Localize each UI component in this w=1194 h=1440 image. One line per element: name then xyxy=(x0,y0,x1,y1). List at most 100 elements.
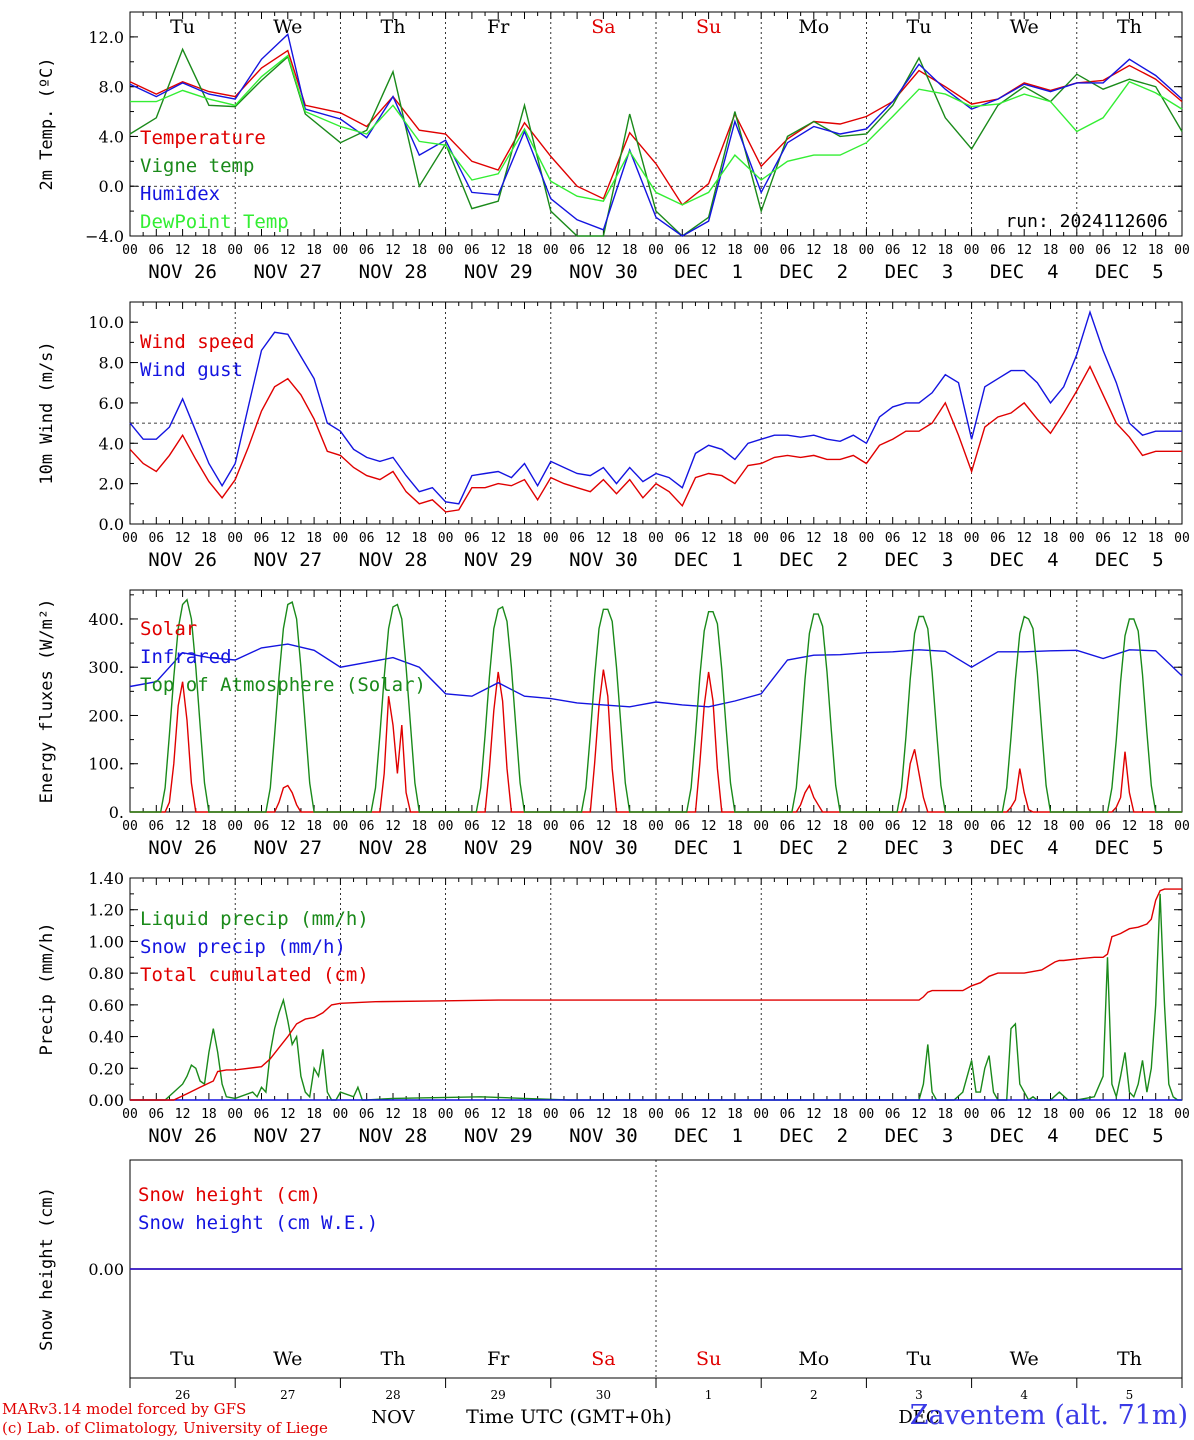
date-label: DEC 3 xyxy=(885,261,954,283)
y-tick-label: 1.20 xyxy=(88,901,124,920)
date-label: DEC 1 xyxy=(674,261,743,283)
hour-label: 12 xyxy=(1122,1107,1138,1122)
hour-label: 18 xyxy=(1148,819,1164,834)
date-label: DEC 2 xyxy=(779,261,848,283)
hour-label: 06 xyxy=(780,243,796,258)
hour-label: 00 xyxy=(859,1107,875,1122)
hour-label: 06 xyxy=(464,531,480,546)
hour-label: 18 xyxy=(1148,1107,1164,1122)
weekday-label: Sa xyxy=(591,1348,615,1370)
day-number: 4 xyxy=(1020,1388,1028,1402)
hour-label: 00 xyxy=(227,531,243,546)
hour-label: 00 xyxy=(964,819,980,834)
y-tick-label: 1.00 xyxy=(88,932,124,951)
hour-label: 12 xyxy=(701,1107,717,1122)
weekday-label: Tu xyxy=(170,1348,195,1370)
weekday-label: Tu xyxy=(907,1348,932,1370)
hour-label: 12 xyxy=(806,531,822,546)
hour-label: 12 xyxy=(911,531,927,546)
hour-label: 12 xyxy=(596,819,612,834)
hour-label: 00 xyxy=(333,819,349,834)
hour-label: 00 xyxy=(122,531,138,546)
hour-label: 18 xyxy=(832,243,848,258)
series-line xyxy=(130,598,1182,813)
date-label: NOV 28 xyxy=(359,261,428,283)
weekday-label: Th xyxy=(381,1348,406,1370)
hour-label: 06 xyxy=(674,1107,690,1122)
hour-label: 06 xyxy=(254,1107,270,1122)
hour-label: 18 xyxy=(727,243,743,258)
hour-label: 18 xyxy=(622,531,638,546)
hour-label: 00 xyxy=(964,531,980,546)
hour-label: 12 xyxy=(490,1107,506,1122)
hour-label: 00 xyxy=(1174,531,1190,546)
series-line xyxy=(129,643,1183,708)
hour-label: 00 xyxy=(122,1107,138,1122)
weekday-label: Th xyxy=(381,16,406,38)
hour-label: 00 xyxy=(543,531,559,546)
date-label: DEC 5 xyxy=(1095,549,1164,571)
hour-label: 12 xyxy=(701,243,717,258)
y-tick-label: 12.0 xyxy=(88,28,124,47)
day-number: 2 xyxy=(810,1388,818,1402)
hour-label: 00 xyxy=(1174,243,1190,258)
hour-label: 12 xyxy=(1122,531,1138,546)
hour-label: 06 xyxy=(464,819,480,834)
date-label: DEC 4 xyxy=(990,1125,1059,1147)
hour-label: 12 xyxy=(280,531,296,546)
hour-label: 00 xyxy=(648,1107,664,1122)
hour-label: 18 xyxy=(517,531,533,546)
credit-lab: (c) Lab. of Climatology, University of L… xyxy=(2,1419,328,1437)
y-tick-label: 0.00 xyxy=(88,1260,124,1279)
hour-label: 06 xyxy=(254,531,270,546)
hour-label: 12 xyxy=(1122,243,1138,258)
date-label: NOV 28 xyxy=(359,549,428,571)
weekday-label: Tu xyxy=(907,16,932,38)
y-tick-label: 1.40 xyxy=(88,869,124,888)
hour-label: 18 xyxy=(201,531,217,546)
hour-label: 00 xyxy=(1069,531,1085,546)
y-tick-label: 0.40 xyxy=(88,1028,124,1047)
hour-label: 18 xyxy=(832,1107,848,1122)
date-label: NOV 27 xyxy=(253,1125,322,1147)
hour-label: 12 xyxy=(596,531,612,546)
legend-entry: Humidex xyxy=(140,183,220,205)
hour-label: 00 xyxy=(753,243,769,258)
hour-label: 06 xyxy=(569,531,585,546)
hour-label: 00 xyxy=(543,819,559,834)
hour-label: 06 xyxy=(780,1107,796,1122)
hour-label: 12 xyxy=(596,1107,612,1122)
hour-label: 00 xyxy=(648,243,664,258)
hour-label: 18 xyxy=(306,819,322,834)
hour-label: 00 xyxy=(1174,1107,1190,1122)
hour-label: 06 xyxy=(990,1107,1006,1122)
hour-label: 18 xyxy=(411,243,427,258)
y-axis-label: Energy fluxes (W/m²) xyxy=(37,599,57,804)
date-label: NOV 26 xyxy=(148,837,217,859)
weekday-label: Su xyxy=(696,1348,721,1370)
hour-label: 12 xyxy=(1016,531,1032,546)
date-label: NOV 29 xyxy=(464,549,533,571)
hour-label: 12 xyxy=(490,243,506,258)
hour-label: 06 xyxy=(359,1107,375,1122)
y-tick-label: 300. xyxy=(88,658,124,677)
date-label: DEC 4 xyxy=(990,549,1059,571)
hour-label: 12 xyxy=(1016,243,1032,258)
hour-label: 00 xyxy=(859,531,875,546)
hour-label: 00 xyxy=(333,1107,349,1122)
date-label: NOV 30 xyxy=(569,837,638,859)
hour-label: 18 xyxy=(832,531,848,546)
weekday-label: Th xyxy=(1117,1348,1142,1370)
hour-label: 00 xyxy=(227,243,243,258)
y-axis-label: Snow height (cm) xyxy=(37,1187,57,1351)
hour-label: 06 xyxy=(990,243,1006,258)
date-label: NOV 28 xyxy=(359,837,428,859)
hour-label: 00 xyxy=(648,819,664,834)
hour-label: 06 xyxy=(569,243,585,258)
legend-entry: Temperature xyxy=(140,127,266,149)
weekday-label: Mo xyxy=(798,16,829,38)
hour-label: 18 xyxy=(306,243,322,258)
hour-label: 18 xyxy=(622,243,638,258)
hour-label: 06 xyxy=(148,1107,164,1122)
weekday-label: Fr xyxy=(487,16,510,38)
